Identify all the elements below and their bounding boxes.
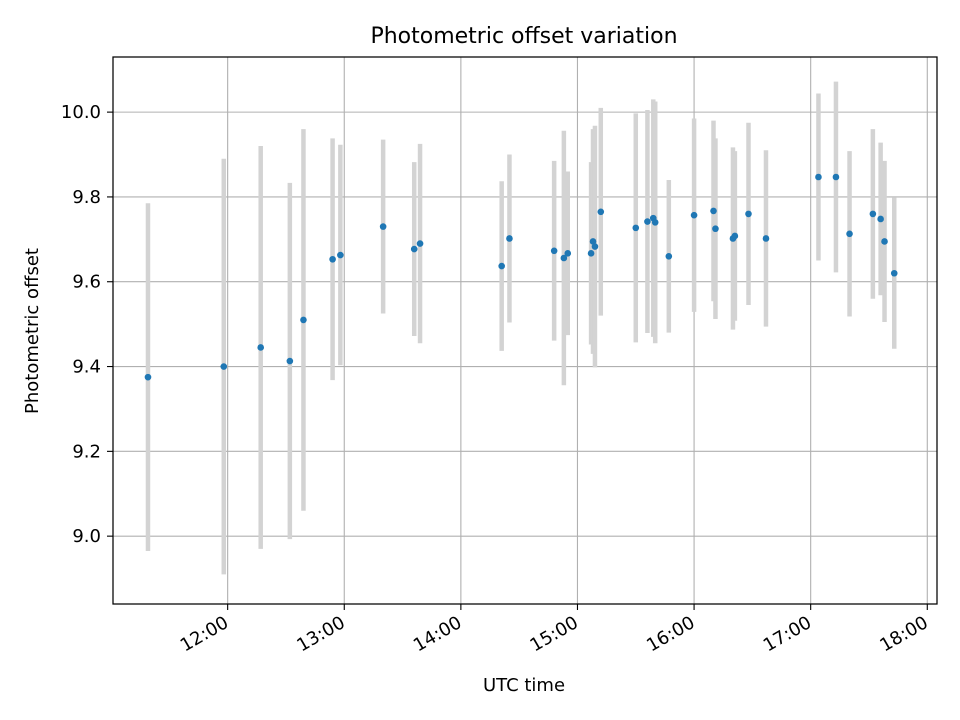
y-tick-label: 9.8 [72, 187, 101, 208]
data-point [506, 235, 513, 242]
data-point [881, 238, 888, 245]
x-axis-label: UTC time [483, 675, 565, 696]
data-point [220, 363, 228, 370]
data-point [564, 250, 572, 257]
data-point [815, 173, 822, 181]
data-point [632, 224, 640, 232]
data-point [665, 252, 673, 260]
data-point [300, 316, 307, 324]
data-point [286, 357, 294, 365]
data-point [877, 215, 884, 223]
data-point [550, 247, 558, 255]
data-point [890, 269, 898, 277]
y-tick-label: 9.6 [72, 272, 101, 293]
data-point [644, 218, 651, 225]
y-ticks: 9.0 9.2 9.4 9.6 9.8 10.0 [61, 102, 113, 547]
data-point [416, 240, 424, 247]
data-point [410, 245, 418, 253]
y-tick-label: 10.0 [61, 102, 101, 123]
plot-frame [112, 56, 938, 605]
data-point [498, 262, 505, 270]
data-point [731, 232, 739, 240]
data-point [329, 255, 336, 263]
data-point [257, 344, 264, 351]
data-point [337, 251, 344, 259]
data-point [144, 373, 152, 381]
y-tick-label: 9.2 [72, 441, 101, 462]
data-point [712, 225, 719, 233]
data-point [591, 243, 599, 250]
data-point [690, 211, 698, 219]
data-point [832, 173, 840, 181]
data-point [597, 208, 605, 216]
data-point [846, 230, 853, 238]
data-point [651, 219, 659, 226]
chart-title: Photometric offset variation [370, 24, 677, 49]
data-point [560, 254, 568, 262]
y-tick-label: 9.0 [72, 526, 101, 547]
data-point [589, 238, 597, 245]
y-axis-label: Photometric offset [22, 248, 43, 414]
data-point [587, 250, 595, 257]
data-point [762, 235, 770, 242]
data-point [710, 207, 717, 215]
data-point [379, 223, 387, 230]
data-point [869, 210, 877, 218]
data-points [144, 173, 898, 381]
data-point [745, 210, 752, 218]
grid [113, 57, 937, 604]
y-tick-label: 9.4 [72, 357, 101, 378]
